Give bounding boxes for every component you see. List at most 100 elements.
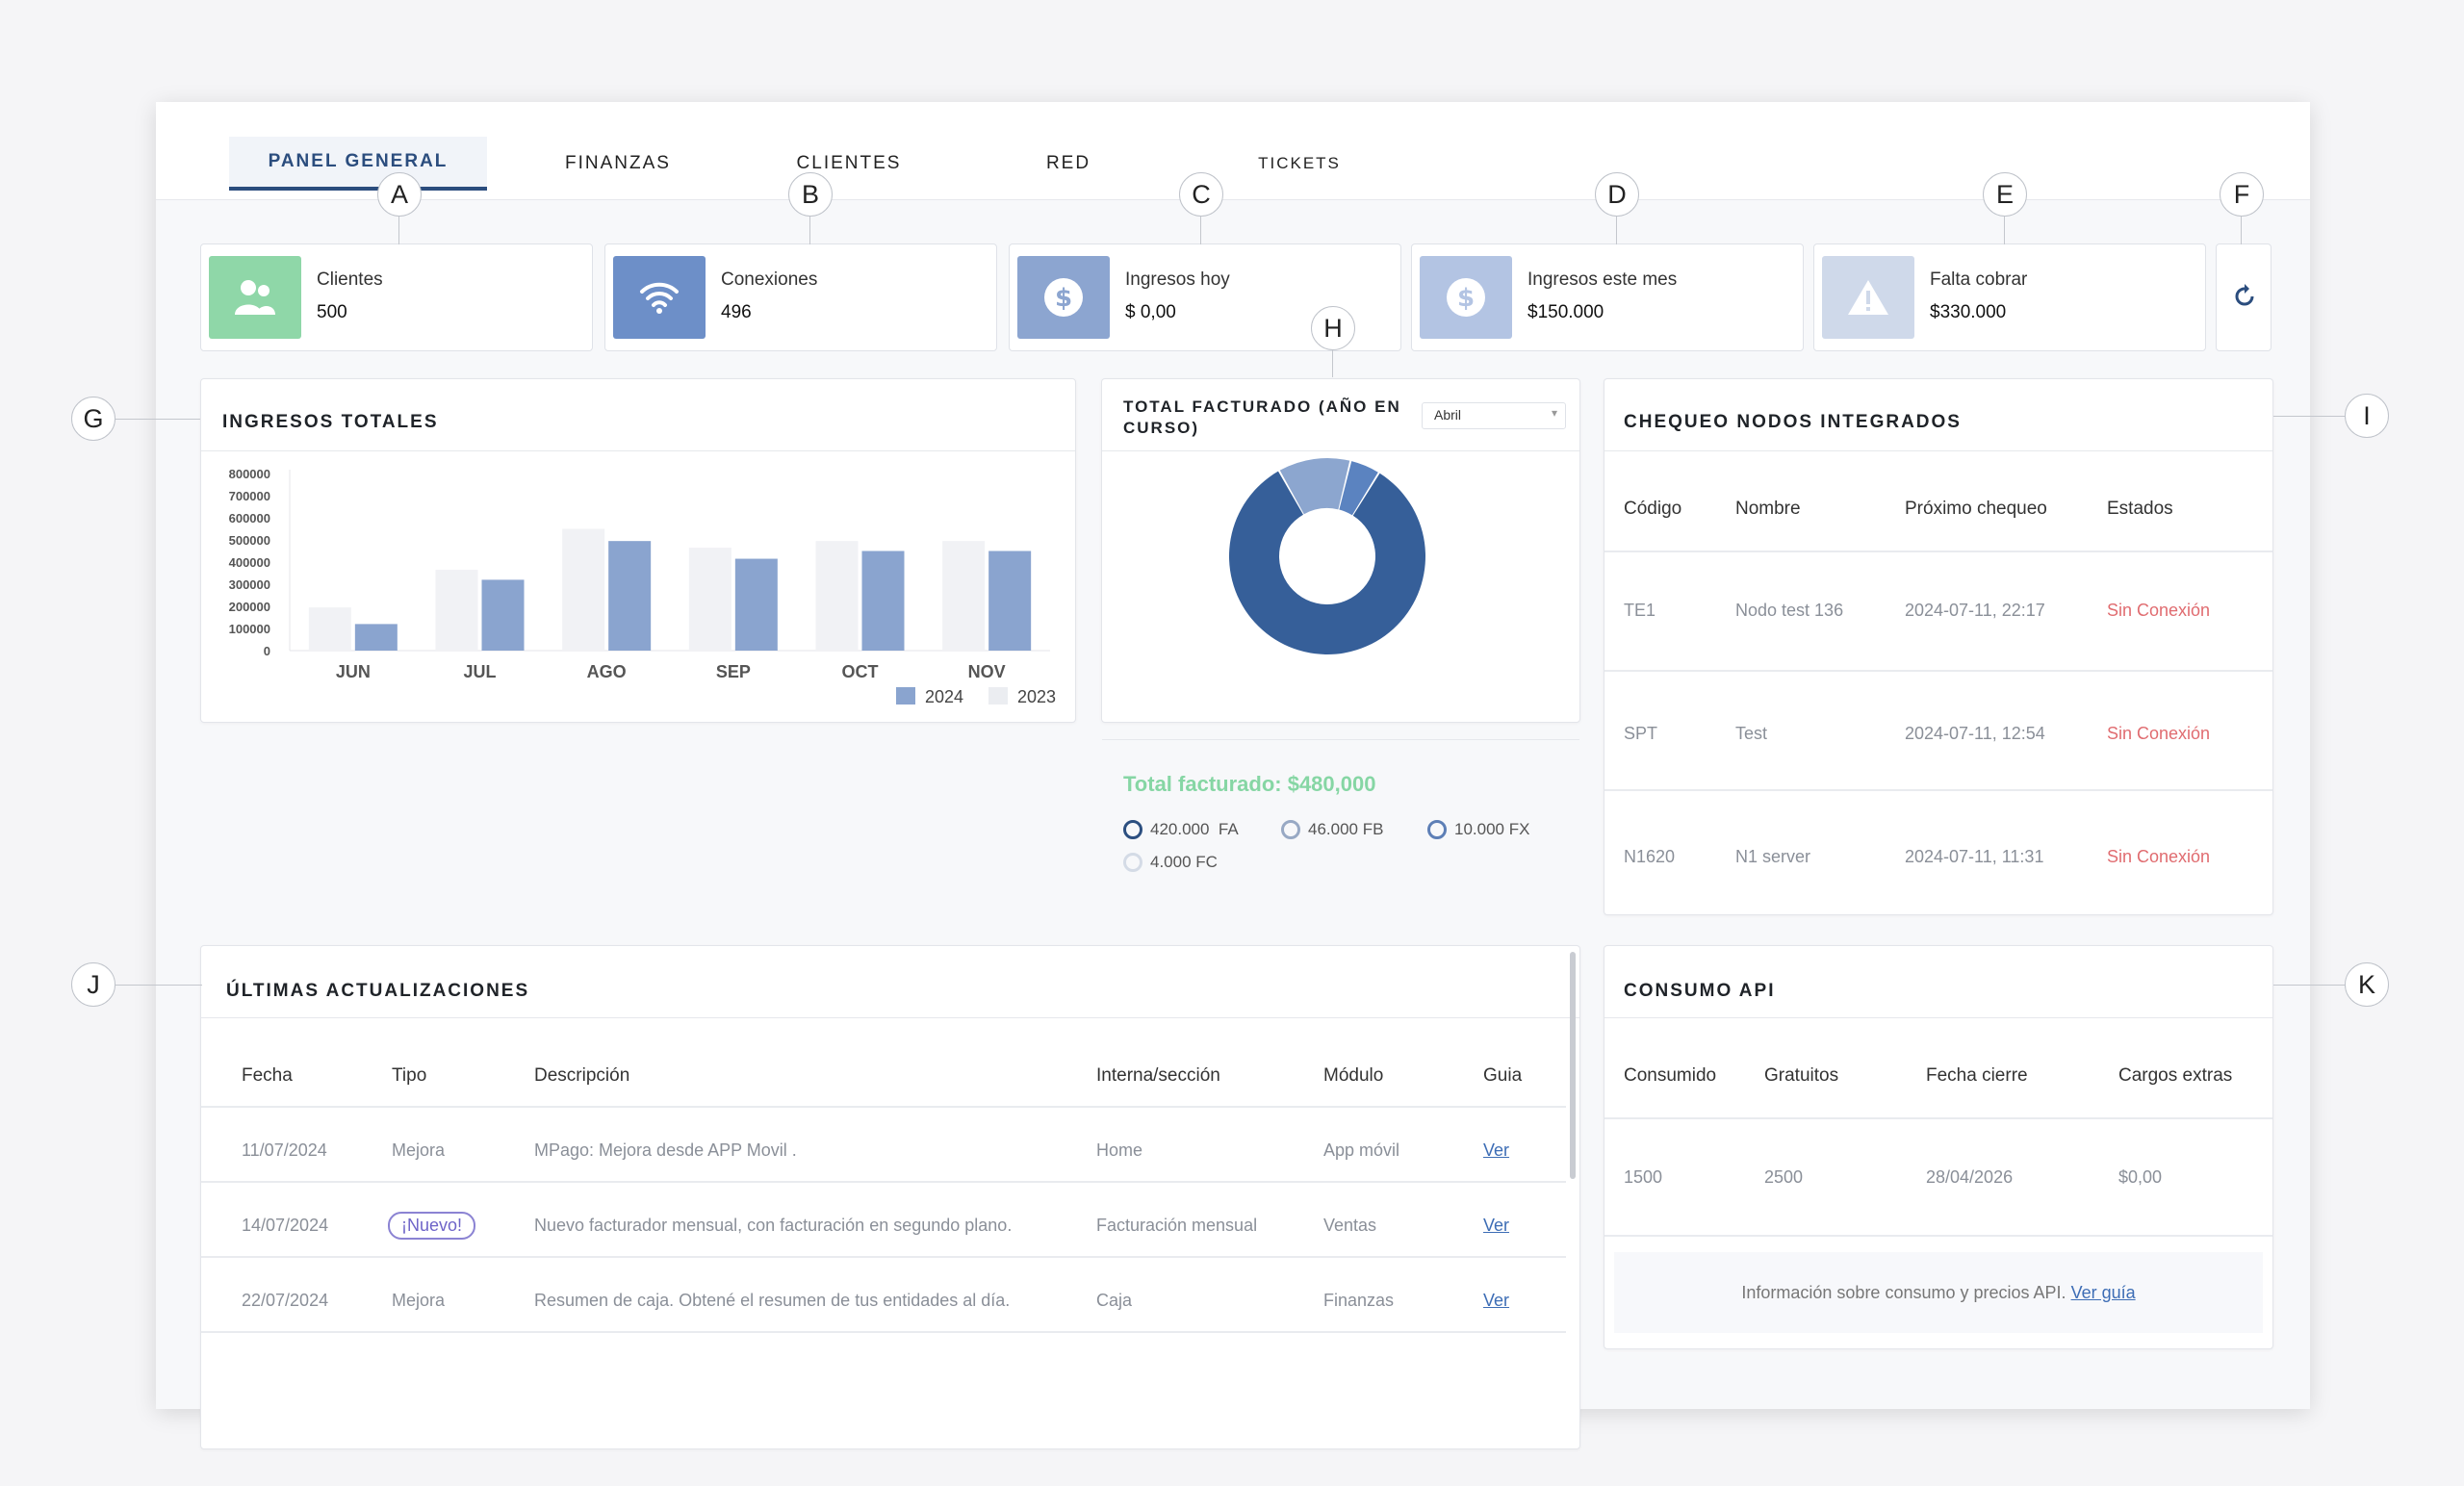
table-cell: 1500 (1624, 1167, 1663, 1187)
legend-item: 4.000 FC (1123, 853, 1218, 872)
table-cell: MPago: Mejora desde APP Movil . (534, 1140, 797, 1160)
top-nav: PANEL GENERAL FINANZAS CLIENTES RED TICK… (156, 102, 2310, 200)
svg-text:$: $ (1457, 284, 1475, 313)
table-cell: N1 server (1735, 847, 1811, 866)
tab-tickets[interactable]: TICKETS (1258, 154, 1341, 172)
table-cell: App móvil (1323, 1140, 1400, 1160)
legend-label: 2024 (925, 687, 963, 706)
refresh-button[interactable] (2216, 243, 2272, 351)
ingresos-totales-card: INGRESOS TOTALES 800000 700000 600000 50000… (200, 378, 1076, 723)
stat-label: Clientes (317, 269, 383, 290)
bar-2024 (734, 558, 778, 651)
tab-clientes[interactable]: CLIENTES (796, 153, 902, 173)
month-select[interactable]: Abril ▾ (1422, 402, 1566, 429)
callout-h: H (1311, 306, 1355, 350)
ver-link[interactable]: Ver (1483, 1291, 1510, 1310)
table-cell: SPT (1624, 724, 1658, 743)
callout-k: K (2345, 962, 2389, 1007)
status-badge: Sin Conexión (2107, 724, 2211, 743)
warning-icon (1822, 256, 1914, 339)
y-tick-label: 600000 (229, 511, 270, 525)
stat-card-clientes[interactable]: Clientes 500 (200, 243, 593, 351)
y-tick-label: 400000 (229, 555, 270, 570)
consumo-api-card: CONSUMO API Consumido Gratuitos Fecha ci… (1604, 945, 2273, 1349)
card-title: TOTAL FACTURADO (AÑO EN CURSO) (1123, 397, 1401, 437)
callout-c: C (1179, 172, 1223, 217)
stat-value: $330.000 (1930, 302, 2007, 322)
table-cell: Nuevo facturador mensual, con facturació… (534, 1216, 1013, 1235)
callout-j: J (71, 962, 116, 1007)
bar-2023 (562, 528, 605, 651)
column-header: Estados (2107, 499, 2173, 519)
legend-item: 46.000 FB (1281, 820, 1383, 839)
bar-2024 (481, 579, 525, 651)
total-facturado-card: TOTAL FACTURADO (AÑO EN CURSO) Abril ▾ T… (1101, 378, 1580, 872)
scrollbar[interactable] (1570, 952, 1576, 1179)
x-tick-label: JUL (463, 662, 496, 681)
tab-red[interactable]: RED (1045, 153, 1091, 173)
tab-finanzas[interactable]: FINANZAS (565, 153, 671, 173)
stat-value: 500 (317, 302, 347, 322)
table-cell: Mejora (392, 1291, 446, 1310)
ver-guia-link[interactable]: Ver guía (2070, 1282, 2136, 1302)
pie-slice (1229, 471, 1425, 654)
table-cell: Test (1735, 724, 1768, 743)
users-icon (209, 256, 301, 339)
legend-item: 10.000 FX (1427, 820, 1529, 839)
legend-label: 2023 (1017, 687, 1056, 706)
wifi-icon (613, 256, 706, 339)
table-cell: 22/07/2024 (242, 1291, 329, 1310)
legend-ring-icon (1281, 820, 1300, 839)
legend-label: 46.000 FB (1308, 820, 1384, 838)
table-cell: N1620 (1624, 847, 1676, 866)
api-info-box: Información sobre consumo y precios API.… (1614, 1252, 2263, 1333)
ver-link[interactable]: Ver (1483, 1216, 1510, 1235)
callout-g: G (71, 397, 116, 441)
callout-e: E (1983, 172, 2027, 217)
stat-card-ingresos-hoy[interactable]: $ Ingresos hoy $ 0,00 (1009, 243, 1401, 351)
legend-item: 420.000 FA (1123, 820, 1239, 839)
column-header: Gratuitos (1764, 1065, 1839, 1086)
legend-label: 4.000 FC (1150, 853, 1218, 871)
tab-panel-general[interactable]: PANEL GENERAL (229, 137, 487, 191)
card-title: CHEQUEO NODOS INTEGRADOS (1624, 412, 1962, 432)
column-header: Consumido (1624, 1065, 1717, 1086)
column-header: Próximo chequeo (1905, 499, 2047, 519)
stat-label: Ingresos hoy (1125, 269, 1230, 290)
y-tick-label: 800000 (229, 467, 270, 481)
stat-value: $150.000 (1527, 302, 1604, 322)
table-cell: Resumen de caja. Obtené el resumen de tu… (534, 1291, 1011, 1310)
table-cell: 2500 (1764, 1167, 1804, 1187)
column-header: Nombre (1735, 499, 1801, 519)
pie-slice (1279, 458, 1350, 515)
stat-card-falta-cobrar[interactable]: Falta cobrar $330.000 (1813, 243, 2206, 351)
x-tick-label: AGO (587, 662, 627, 681)
bar-2024 (861, 551, 905, 651)
legend-label: 420.000 FA (1150, 820, 1239, 838)
column-header: Código (1624, 499, 1682, 519)
stat-card-conexiones[interactable]: Conexiones 496 (604, 243, 997, 351)
column-header: Módulo (1323, 1065, 1384, 1086)
column-header: Cargos extras (2118, 1065, 2233, 1086)
column-header: Fecha (242, 1065, 293, 1086)
legend-swatch (896, 687, 915, 705)
stat-label: Ingresos este mes (1527, 269, 1678, 290)
ultimas-actualizaciones-card: ÚLTIMAS ACTUALIZACIONES Fecha Tipo Descr… (200, 945, 1580, 1449)
table-cell: Caja (1096, 1291, 1133, 1310)
table-cell: Finanzas (1323, 1291, 1395, 1310)
ver-link[interactable]: Ver (1483, 1140, 1510, 1160)
stat-value: 496 (721, 302, 752, 322)
table-cell: Ventas (1323, 1216, 1377, 1235)
donut-chart (1229, 458, 1425, 654)
app-window: PANEL GENERAL FINANZAS CLIENTES RED TICK… (156, 102, 2310, 1449)
table-cell: TE1 (1624, 601, 1656, 620)
table-cell: Mejora (392, 1140, 446, 1160)
stat-card-ingresos-mes[interactable]: $ Ingresos este mes $150.000 (1411, 243, 1804, 351)
bar-2023 (308, 607, 351, 651)
card-title: INGRESOS TOTALES (222, 412, 439, 432)
select-value: Abril (1434, 407, 1462, 423)
chevron-down-icon: ▾ (1551, 406, 1557, 420)
table-cell: 28/04/2026 (1926, 1167, 2014, 1187)
y-tick-label: 200000 (229, 600, 270, 614)
api-info-text: Información sobre consumo y precios API. (1741, 1282, 2066, 1302)
